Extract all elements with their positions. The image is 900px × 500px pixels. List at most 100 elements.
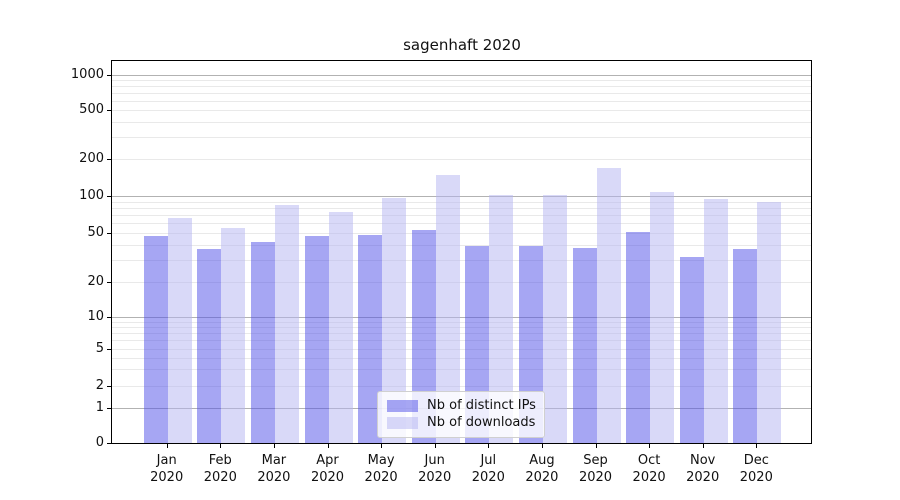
minor-gridline: [112, 233, 811, 234]
x-tick-mark: [273, 444, 275, 448]
major-gridline: [112, 196, 811, 197]
x-tick-label: Nov 2020: [686, 453, 720, 485]
y-tick-mark: [107, 75, 111, 76]
x-tick-mark: [327, 444, 329, 448]
x-tick-label: Dec 2020: [739, 453, 773, 485]
minor-gridline: [112, 110, 811, 111]
bar-distinct-ips-dec: [733, 249, 758, 443]
minor-gridline: [112, 93, 811, 94]
y-tick-mark: [107, 159, 111, 160]
legend-item-distinct-ips: Nb of distinct IPs: [387, 397, 536, 414]
minor-gridline: [112, 80, 811, 82]
bar-distinct-ips-mar: [250, 242, 275, 443]
minor-gridline: [112, 386, 811, 387]
bar-distinct-ips-feb: [197, 249, 222, 443]
x-tick-mark: [488, 444, 490, 448]
plot-right-spine: [811, 60, 812, 444]
x-tick-mark: [702, 444, 704, 448]
y-tick-mark: [107, 443, 111, 444]
minor-gridline: [112, 215, 811, 217]
x-tick-label: Jul 2020: [471, 453, 505, 485]
x-tick-label: Jan 2020: [150, 453, 184, 485]
minor-gridline: [112, 244, 811, 246]
minor-gridline: [112, 348, 811, 350]
minor-gridline: [112, 282, 811, 283]
y-tick-label: 2: [95, 378, 104, 393]
bar-downloads-nov: [703, 199, 728, 443]
bar-downloads-apr: [328, 212, 353, 443]
y-tick-label: 500: [79, 102, 104, 117]
y-tick-label: 10: [87, 309, 104, 324]
x-tick-mark: [595, 444, 597, 448]
minor-gridline: [112, 86, 811, 88]
minor-gridline: [112, 327, 811, 329]
minor-gridline: [112, 357, 811, 359]
x-tick-label: Mar 2020: [257, 453, 291, 485]
minor-gridline: [112, 207, 811, 209]
x-tick-label: Sep 2020: [578, 453, 613, 485]
bar-downloads-sep: [596, 167, 621, 443]
y-tick-label: 1: [95, 400, 104, 415]
bar-distinct-ips-oct: [626, 231, 651, 443]
y-tick-mark: [107, 386, 111, 387]
minor-gridline: [112, 137, 811, 139]
y-tick-mark: [107, 408, 111, 409]
y-tick-mark: [107, 233, 111, 234]
x-tick-label: Feb 2020: [203, 453, 237, 485]
major-gridline: [112, 75, 811, 76]
legend-item-downloads: Nb of downloads: [387, 414, 535, 431]
minor-gridline: [112, 369, 811, 371]
y-tick-label: 20: [87, 274, 104, 289]
bar-distinct-ips-nov: [679, 256, 704, 443]
minor-gridline: [112, 159, 811, 160]
x-tick-mark: [756, 444, 758, 448]
y-tick-label: 200: [79, 151, 104, 166]
legend-label-downloads: Nb of downloads: [427, 415, 536, 430]
y-tick-mark: [107, 196, 111, 197]
plot-top-spine: [111, 60, 812, 61]
minor-gridline: [112, 260, 811, 262]
bar-downloads-oct: [650, 191, 675, 443]
bar-distinct-ips-apr: [304, 236, 329, 443]
minor-gridline: [112, 333, 811, 335]
x-tick-label: Oct 2020: [632, 453, 666, 485]
bar-distinct-ips-sep: [572, 247, 597, 443]
legend-label-distinct-ips: Nb of distinct IPs: [427, 398, 536, 413]
x-tick-label: May 2020: [364, 453, 398, 485]
minor-gridline: [112, 121, 811, 123]
x-tick-label: Aug 2020: [525, 453, 559, 485]
y-tick-mark: [107, 282, 111, 283]
x-tick-mark: [649, 444, 651, 448]
bar-downloads-aug: [542, 195, 567, 443]
x-tick-mark: [166, 444, 168, 448]
legend: Nb of distinct IPs Nb of downloads: [377, 391, 545, 438]
x-tick-mark: [434, 444, 436, 448]
minor-gridline: [112, 100, 811, 102]
minor-gridline: [112, 223, 811, 225]
y-tick-label: 100: [79, 188, 104, 203]
x-tick-label: Jun 2020: [418, 453, 452, 485]
plot-bottom-spine: [111, 443, 812, 444]
chart-title: sagenhaft 2020: [403, 36, 521, 54]
bar-distinct-ips-jan: [143, 236, 168, 443]
x-tick-mark: [381, 444, 383, 448]
y-tick-label: 0: [95, 435, 104, 450]
y-tick-mark: [107, 317, 111, 318]
legend-swatch-downloads: [387, 416, 418, 429]
bar-downloads-feb: [221, 227, 246, 443]
y-tick-mark: [107, 348, 111, 350]
legend-swatch-distinct-ips: [387, 399, 418, 412]
minor-gridline: [112, 340, 811, 342]
x-tick-label: Apr 2020: [310, 453, 345, 485]
bar-downloads-dec: [757, 201, 782, 443]
y-tick-mark: [107, 110, 111, 111]
bar-downloads-jan: [167, 218, 192, 443]
minor-gridline: [112, 321, 811, 323]
x-tick-mark: [220, 444, 222, 448]
y-tick-label: 50: [87, 225, 104, 240]
major-gridline: [112, 317, 811, 318]
minor-gridline: [112, 201, 811, 203]
y-tick-label: 5: [95, 340, 104, 356]
bar-downloads-mar: [274, 205, 299, 443]
plot-left-spine: [111, 60, 112, 444]
